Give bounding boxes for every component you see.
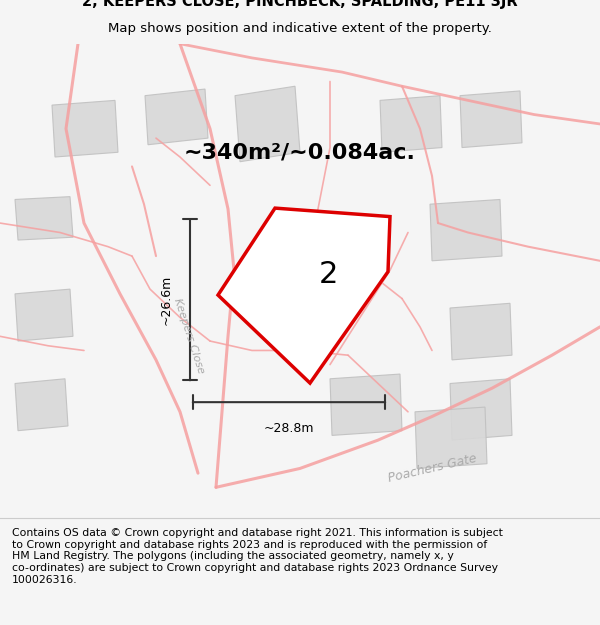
Polygon shape [52, 101, 118, 157]
Polygon shape [330, 374, 402, 436]
Polygon shape [15, 197, 73, 240]
Polygon shape [460, 91, 522, 148]
Text: 2, KEEPERS CLOSE, PINCHBECK, SPALDING, PE11 3JR: 2, KEEPERS CLOSE, PINCHBECK, SPALDING, P… [82, 0, 518, 9]
Text: ~26.6m: ~26.6m [160, 275, 173, 325]
Polygon shape [15, 289, 73, 341]
Text: Map shows position and indicative extent of the property.: Map shows position and indicative extent… [108, 22, 492, 34]
Polygon shape [415, 407, 487, 469]
Text: Poachers Gate: Poachers Gate [386, 452, 478, 485]
Polygon shape [430, 199, 502, 261]
Polygon shape [145, 89, 208, 145]
Text: Keepers Close: Keepers Close [172, 298, 206, 375]
Polygon shape [15, 379, 68, 431]
Polygon shape [380, 96, 442, 152]
Text: 2: 2 [319, 261, 338, 289]
Polygon shape [218, 208, 390, 383]
Text: ~340m²/~0.084ac.: ~340m²/~0.084ac. [184, 142, 416, 162]
Text: ~28.8m: ~28.8m [264, 422, 314, 434]
Text: Contains OS data © Crown copyright and database right 2021. This information is : Contains OS data © Crown copyright and d… [12, 528, 503, 584]
Polygon shape [235, 86, 300, 162]
Polygon shape [450, 303, 512, 360]
Polygon shape [450, 379, 512, 440]
